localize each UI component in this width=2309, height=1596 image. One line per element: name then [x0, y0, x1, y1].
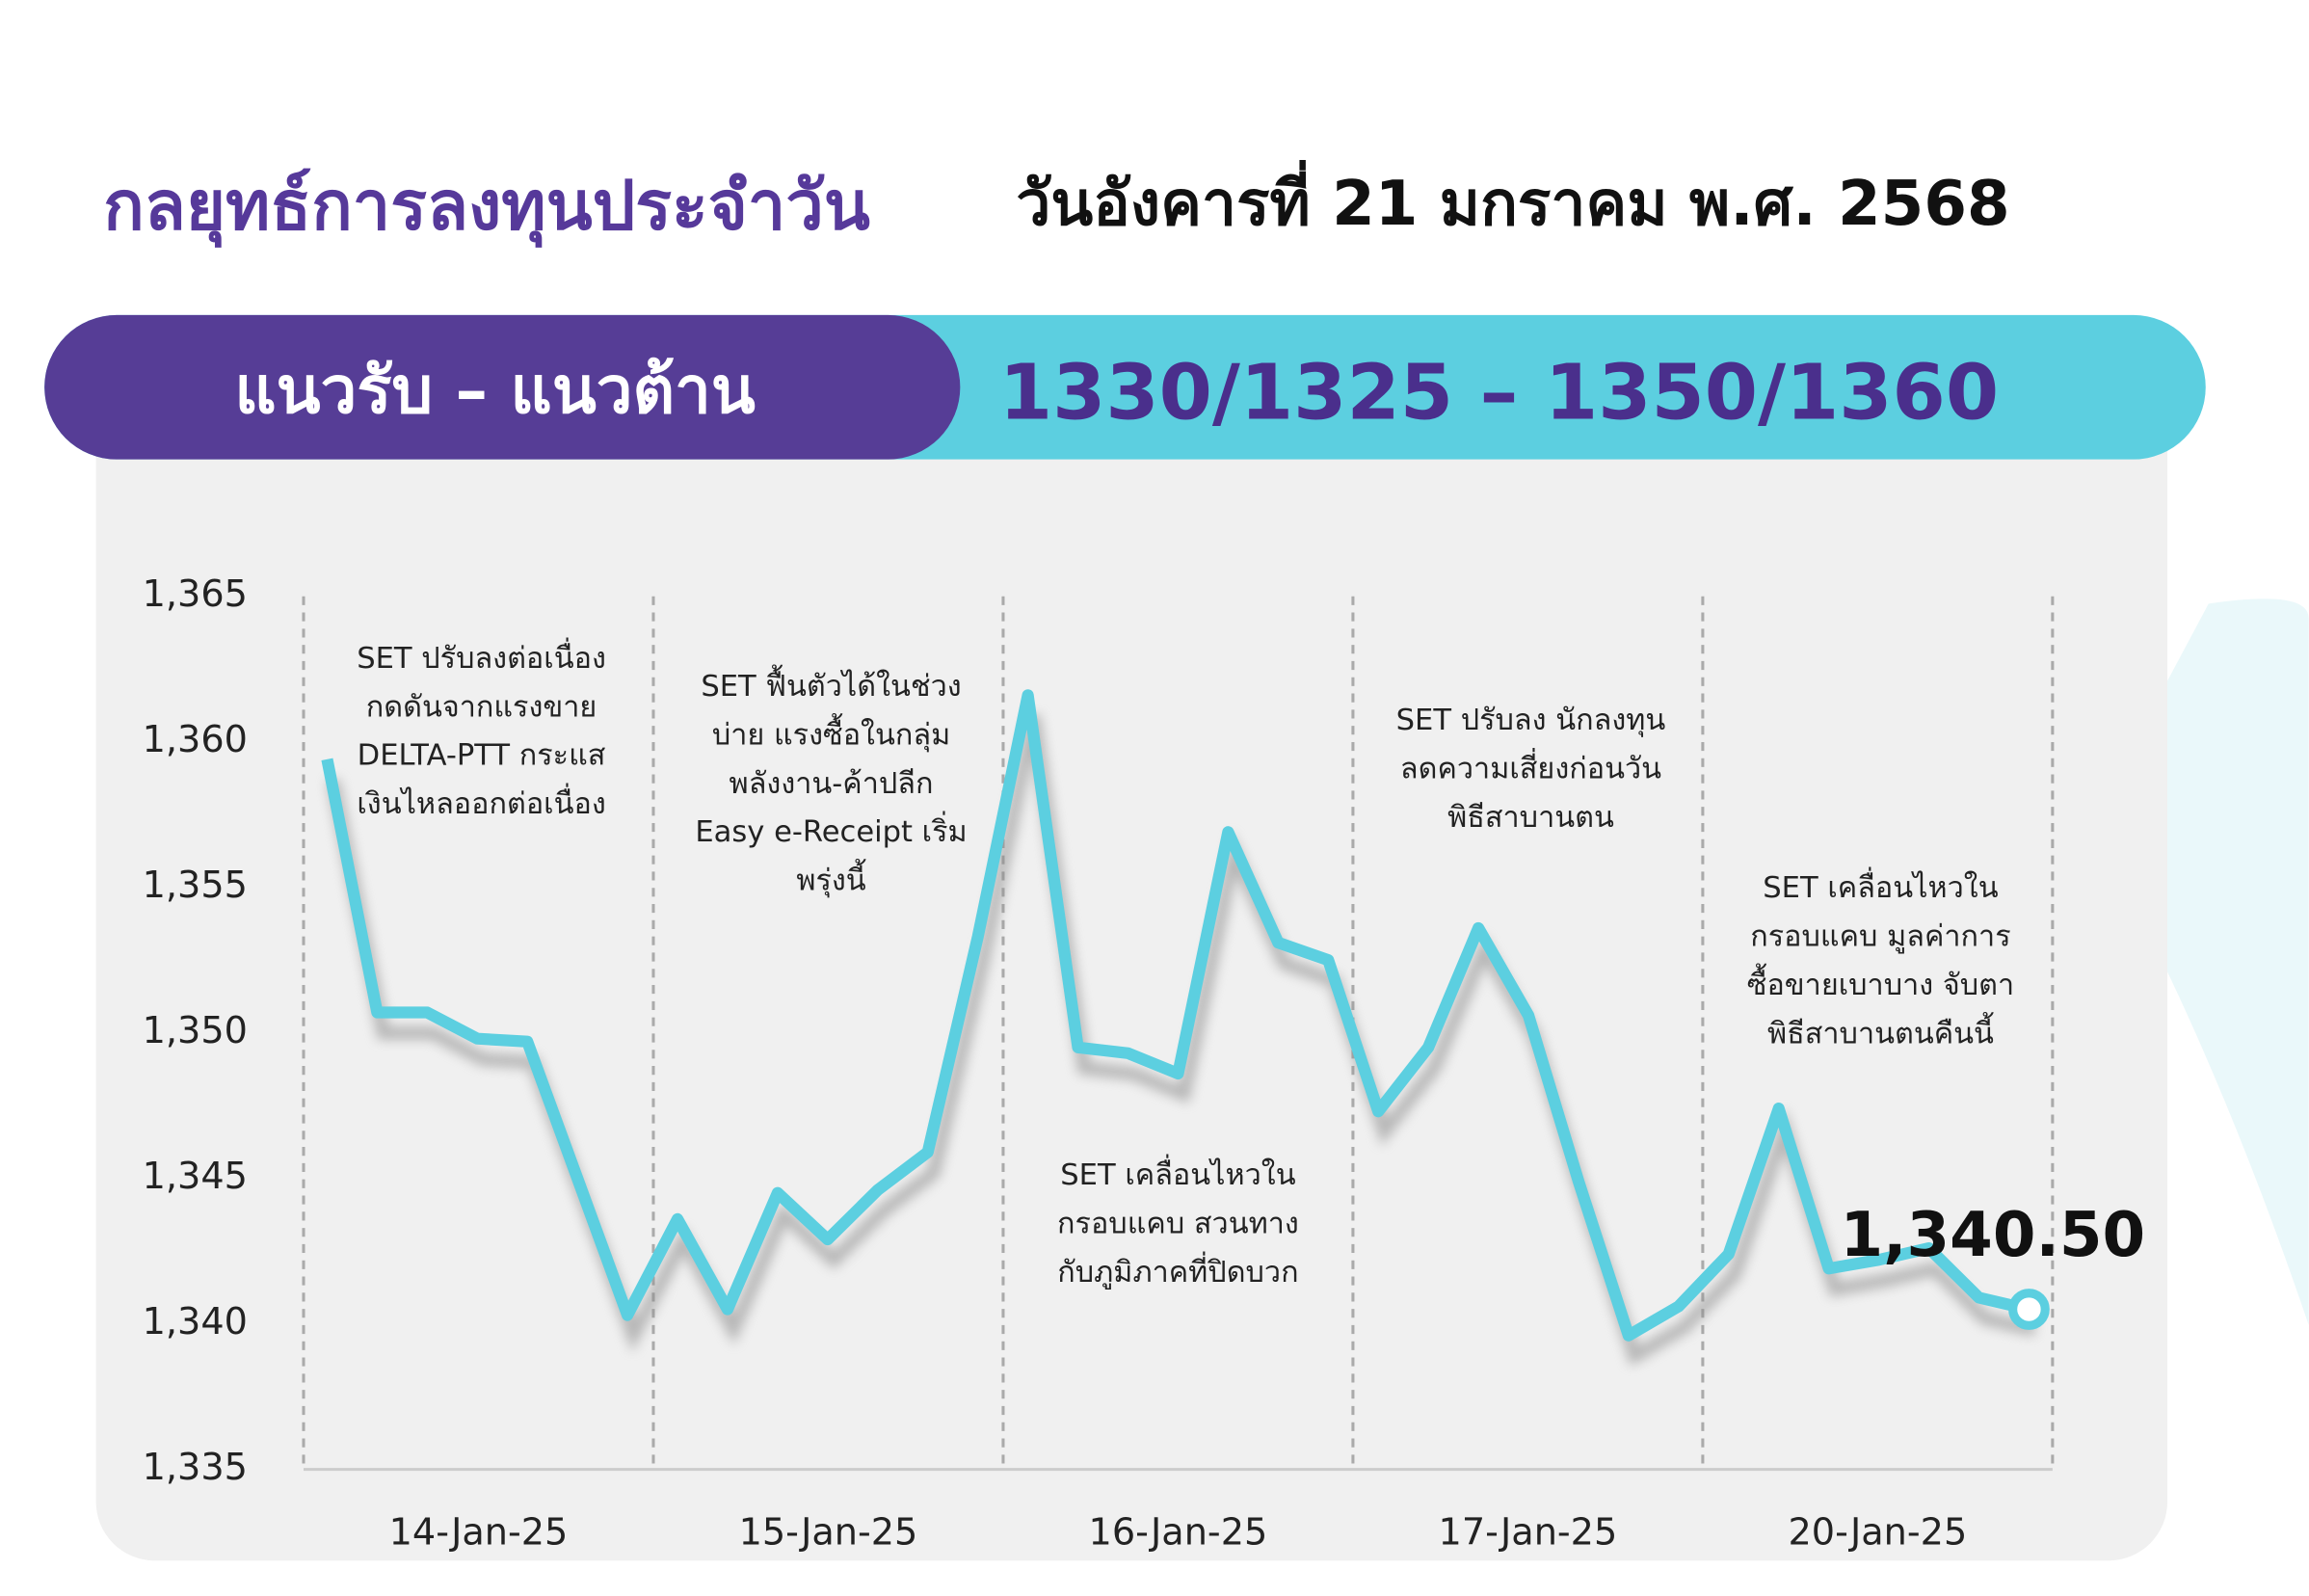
x-tick-label: 15-Jan-25 [739, 1511, 918, 1554]
annotation: พลังงาน-ค้าปลีก [730, 767, 934, 801]
annotation: SET เคลื่อนไหวใน [1763, 866, 1998, 905]
annotation: DELTA-PTT กระแส [358, 739, 606, 773]
annotation: กรอบแคบ มูลค่าการ [1750, 920, 2010, 954]
date: วันอังคารที่ 21 มกราคม พ.ศ. 2568 [1016, 159, 2009, 240]
annotation: กรอบแคบ สวนทาง [1057, 1208, 1299, 1241]
line [321, 689, 2030, 1342]
x-tick-label: 14-Jan-25 [389, 1511, 569, 1554]
y-tick-label: 1,350 [143, 1010, 248, 1052]
annotation: ลดความเสี่ยงก่อนวัน [1400, 747, 1661, 785]
annotation: SET ปรับลง นักลงทุน [1396, 704, 1666, 738]
annotation: พิธีสาบานตน [1447, 801, 1614, 835]
band-value: 1330/1325 – 1350/1360 [999, 347, 1999, 437]
x-tick-label: 17-Jan-25 [1439, 1511, 1618, 1554]
annotation: ซื้อขายเบาบาง จับตา [1747, 964, 2014, 1002]
y-tick-label: 1,335 [143, 1447, 248, 1489]
band-label: แนวรับ – แนวต้าน [234, 353, 756, 428]
annotation: กับภูมิภาคที่ปิดบวก [1057, 1251, 1298, 1290]
band-left [44, 314, 961, 460]
title: กลยุทธ์การลงทุนประจำวัน [103, 166, 870, 248]
y-tick-label: 1,340 [143, 1301, 248, 1343]
annotation: พิธีสาบานตนคืนนี้ [1767, 1012, 1994, 1051]
end-label: 1,340.50 [1841, 1199, 2146, 1271]
annotation: กดดันจากแรงขาย [366, 690, 597, 724]
annotation: บ่าย แรงซื้อในกลุ่ม [712, 713, 950, 753]
end-point [2008, 1289, 2050, 1330]
annotation: SET เคลื่อนไหวใน [1060, 1154, 1295, 1192]
y-tick-label: 1,355 [143, 864, 248, 907]
y-tick-label: 1,360 [143, 719, 248, 761]
x-tick-label: 16-Jan-25 [1089, 1511, 1268, 1554]
annotation: พรุ่งนี้ [796, 860, 865, 899]
y-tick-label: 1,345 [143, 1156, 248, 1198]
annotation: เงินไหลออกต่อเนื่อง [357, 783, 605, 821]
annotation: Easy e-Receipt เริ่ม [695, 811, 967, 849]
annotation: SET ปรับลงต่อเนื่อง [357, 637, 606, 676]
y-tick-label: 1,365 [143, 573, 248, 616]
plot: 1,335 1,340 1,345 1,350 1,355 1,360 1,365 14-Ja… [143, 573, 2146, 1554]
annotation: SET ฟื้นตัวได้ในช่วง [701, 665, 961, 704]
x-tick-label: 20-Jan-25 [1789, 1511, 1968, 1554]
